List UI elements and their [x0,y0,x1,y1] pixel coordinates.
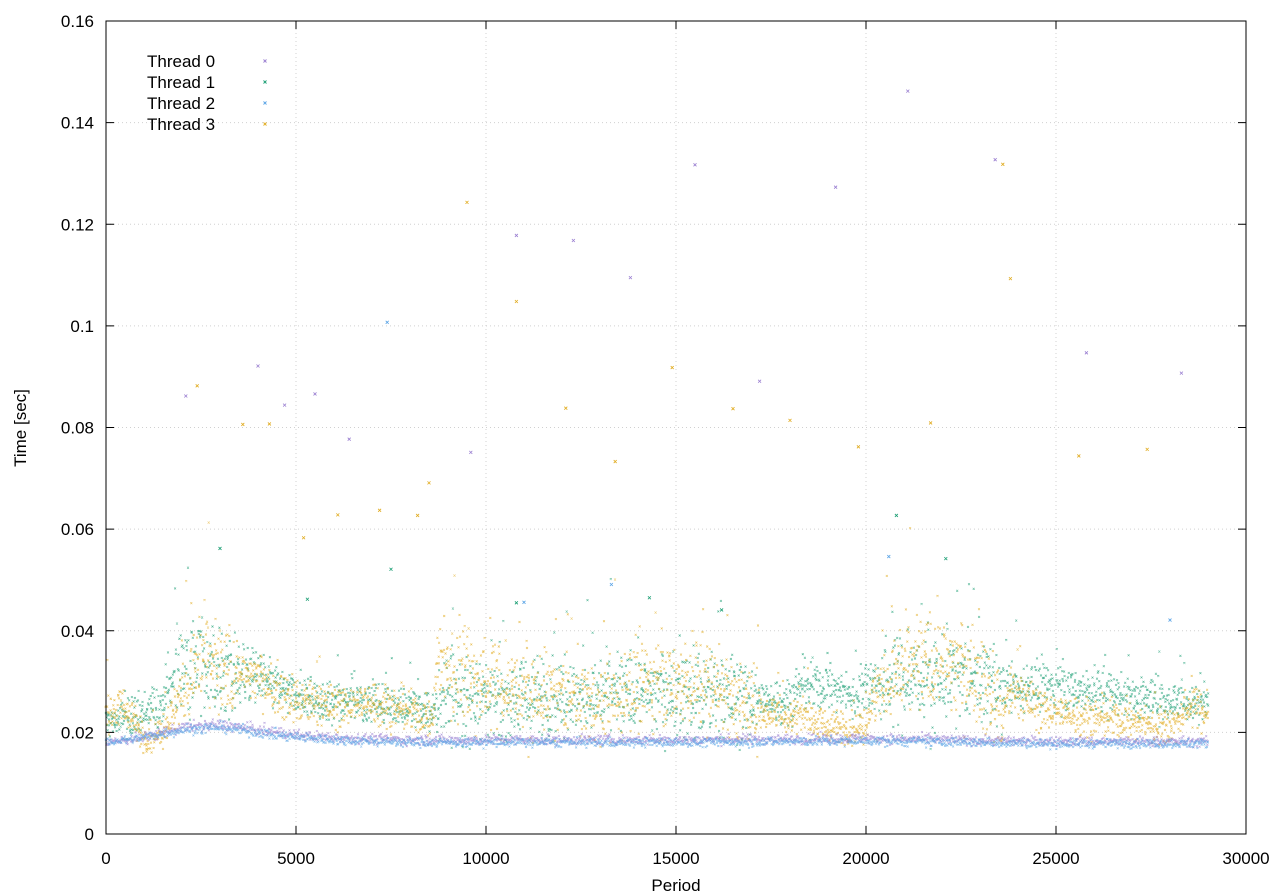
outlier-point [731,406,735,411]
y-tick-label: 0.12 [61,215,94,234]
outlier-point [241,422,245,427]
series-thread-3 [104,162,1210,759]
outlier-point [628,275,633,280]
outlier-point [218,546,222,551]
outlier-point [385,320,389,325]
legend-marker [263,101,267,105]
y-tick-label: 0.02 [61,723,94,742]
outlier-point [993,157,997,162]
series-points [104,566,1210,753]
y-tick-label: 0.04 [61,622,94,641]
outlier-point [256,364,260,368]
grid-lines [106,21,1246,834]
outlier-point [282,403,287,407]
data-points [104,89,1210,759]
outlier-point [1145,447,1149,452]
series-thread-2 [104,320,1209,751]
outlier-point [427,481,431,485]
y-tick-label: 0.1 [70,317,94,336]
outlier-point [647,595,652,600]
outlier-point [894,513,899,518]
y-axis-label: Time [sec] [11,389,30,467]
outlier-point [670,365,674,370]
legend-label: Thread 3 [147,115,215,134]
outlier-point [887,554,891,559]
outlier-point [571,238,576,243]
y-tick-label: 0.08 [61,419,94,438]
axis-ticks: 0 5000 10000 15000 20000 25000 30000 0 0.02 0.04 0… [61,12,1270,868]
x-tick-label: 0 [101,849,110,868]
outlier-point [377,508,382,513]
outlier-point [613,459,617,464]
x-tick-label: 10000 [462,849,509,868]
outlier-point [1008,276,1013,281]
outlier-point [944,556,948,561]
outlier-point [347,437,351,441]
x-tick-label: 15000 [652,849,699,868]
outlier-point [389,567,393,572]
outlier-point [522,600,526,605]
y-tick-label: 0.06 [61,520,94,539]
outlier-point [1077,454,1081,458]
outlier-point [928,421,933,425]
legend-marker [263,80,267,84]
legend-label: Thread 1 [147,73,215,92]
outlier-point [267,422,272,426]
outlier-point [195,384,199,388]
outlier-point [693,163,697,167]
outlier-point [906,89,910,93]
legend-label: Thread 0 [147,52,215,71]
outlier-point [1168,618,1172,622]
y-tick-label: 0 [85,825,94,844]
outlier-point [514,299,519,304]
outlier-point [336,513,340,517]
outlier-point [856,445,861,449]
outlier-point [609,582,614,587]
outlier-point [305,597,310,602]
outlier-point [1084,351,1089,355]
series-thread-1 [104,513,1210,753]
legend: Thread 0 Thread 1 Thread 2 Thread 3 [147,52,267,134]
x-tick-label: 25000 [1032,849,1079,868]
outlier-point [514,601,519,605]
outlier-point [415,513,420,518]
outlier-point [469,450,473,455]
legend-marker [263,59,267,63]
outlier-point [757,379,762,384]
x-tick-label: 30000 [1222,849,1269,868]
y-tick-label: 0.16 [61,12,94,31]
legend-marker [263,122,267,126]
outlier-point [465,200,469,205]
outlier-point [184,394,188,398]
outlier-point [313,392,317,396]
x-tick-label: 5000 [277,849,315,868]
outlier-point [1179,371,1184,375]
outlier-point [514,233,519,238]
outlier-point [788,418,792,423]
series-points [104,720,1209,751]
outlier-point [1001,162,1005,167]
x-axis-label: Period [651,876,700,895]
outlier-point [833,185,838,189]
x-tick-label: 20000 [842,849,889,868]
outlier-point [719,608,724,612]
outlier-point [301,535,306,540]
outlier-point [564,406,568,410]
y-tick-label: 0.14 [61,114,94,133]
legend-label: Thread 2 [147,94,215,113]
